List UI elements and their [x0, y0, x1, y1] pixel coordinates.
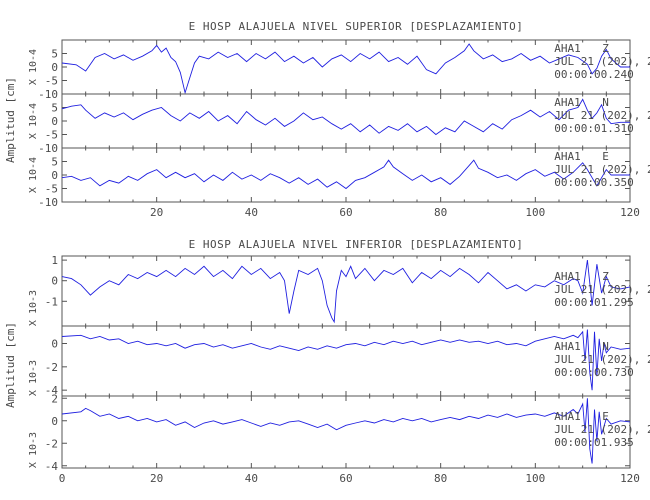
- trace-z: [61, 43, 630, 95]
- scale-factor-label: X 10-3: [28, 360, 39, 396]
- y-tick-label: 0: [51, 115, 58, 128]
- x-tick-label: 20: [150, 206, 163, 219]
- trace-n: [61, 98, 630, 136]
- y-tick-label: -4: [45, 384, 59, 397]
- component-label: N: [602, 96, 609, 109]
- component-label: Z: [602, 42, 609, 55]
- record-date: JUL 21 (202), 2021: [554, 423, 650, 436]
- y-tick-label: 0: [51, 415, 58, 428]
- y-tick-label: -10: [38, 142, 58, 155]
- y-tick-label: 5: [51, 48, 58, 61]
- x-tick-label: 40: [245, 206, 258, 219]
- y-tick-label: -10: [38, 196, 58, 209]
- panel-frame: [61, 93, 631, 149]
- chart-title: E HOSP ALAJUELA NIVEL SUPERIOR [DESPLAZA…: [189, 20, 524, 33]
- panel-frame: [61, 147, 631, 203]
- record-time: 00:00:00.730: [554, 366, 633, 379]
- y-tick-label: -5: [45, 129, 58, 142]
- record-time: 00:00:00.350: [554, 176, 633, 189]
- scale-factor-label: X 10-4: [28, 103, 39, 139]
- record-time: 00:00:01.310: [554, 122, 633, 135]
- y-tick-label: 0: [51, 61, 58, 74]
- y-tick-label: 0: [51, 338, 58, 351]
- y-tick-label: -10: [38, 88, 58, 101]
- x-tick-label: 80: [434, 472, 447, 485]
- y-tick-label: 5: [51, 102, 58, 115]
- x-tick-label: 0: [59, 472, 66, 485]
- y-axis-label: Amplitud [cm]: [4, 322, 17, 408]
- station-code: AHA1: [554, 42, 581, 55]
- x-tick-label: 120: [620, 472, 640, 485]
- y-tick-label: -2: [45, 361, 58, 374]
- station-code: AHA1: [554, 410, 581, 423]
- record-date: JUL 21 (202), 2021: [554, 353, 650, 366]
- chart-superior: E HOSP ALAJUELA NIVEL SUPERIOR [DESPLAZA…: [4, 20, 650, 219]
- component-label: E: [602, 410, 609, 423]
- x-tick-label: 20: [150, 472, 163, 485]
- trace-e: [61, 398, 631, 464]
- panel-frame: [61, 39, 631, 95]
- scale-factor-label: X 10-4: [28, 49, 39, 85]
- y-tick-label: 1: [51, 254, 58, 267]
- record-time: 00:00:01.295: [554, 296, 633, 309]
- panel-frame: [61, 395, 631, 469]
- station-code: AHA1: [554, 340, 581, 353]
- x-tick-label: 120: [620, 206, 640, 219]
- y-tick-label: -2: [45, 437, 58, 450]
- record-date: JUL 21 (202), 2021: [554, 283, 650, 296]
- panel-frame: [61, 255, 631, 327]
- y-tick-label: 0: [51, 169, 58, 182]
- trace-n: [61, 329, 631, 391]
- y-tick-label: -5: [45, 183, 58, 196]
- trace-z: [61, 260, 631, 324]
- record-date: JUL 21 (202), 2021: [554, 55, 650, 68]
- scale-factor-label: X 10-3: [28, 432, 39, 468]
- panel-frame: [61, 325, 631, 397]
- y-tick-label: -5: [45, 75, 58, 88]
- y-axis-label: Amplitud [cm]: [4, 77, 17, 163]
- y-tick-label: 2: [51, 392, 58, 405]
- record-date: JUL 21 (202), 2021: [554, 109, 650, 122]
- x-tick-label: 80: [434, 206, 447, 219]
- component-label: Z: [602, 270, 609, 283]
- record-time: 00:00:01.935: [554, 436, 633, 449]
- trace-e: [61, 159, 630, 190]
- component-label: E: [602, 150, 609, 163]
- y-tick-label: 0: [51, 275, 58, 288]
- record-time: 00:00:00.240: [554, 68, 633, 81]
- scale-factor-label: X 10-3: [28, 290, 39, 326]
- station-code: AHA1: [554, 96, 581, 109]
- station-code: AHA1: [554, 150, 581, 163]
- station-code: AHA1: [554, 270, 581, 283]
- x-tick-label: 60: [339, 206, 352, 219]
- chart-inferior: E HOSP ALAJUELA NIVEL INFERIOR [DESPLAZA…: [4, 238, 650, 485]
- y-tick-label: 5: [51, 156, 58, 169]
- x-tick-label: 100: [525, 472, 545, 485]
- y-tick-label: -4: [45, 460, 59, 473]
- y-tick-label: -1: [45, 295, 58, 308]
- scale-factor-label: X 10-4: [28, 157, 39, 193]
- x-tick-label: 40: [245, 472, 258, 485]
- chart-title: E HOSP ALAJUELA NIVEL INFERIOR [DESPLAZA…: [189, 238, 524, 251]
- component-label: N: [602, 340, 609, 353]
- x-tick-label: 100: [525, 206, 545, 219]
- record-date: JUL 21 (202), 2021: [554, 163, 650, 176]
- x-tick-label: 60: [339, 472, 352, 485]
